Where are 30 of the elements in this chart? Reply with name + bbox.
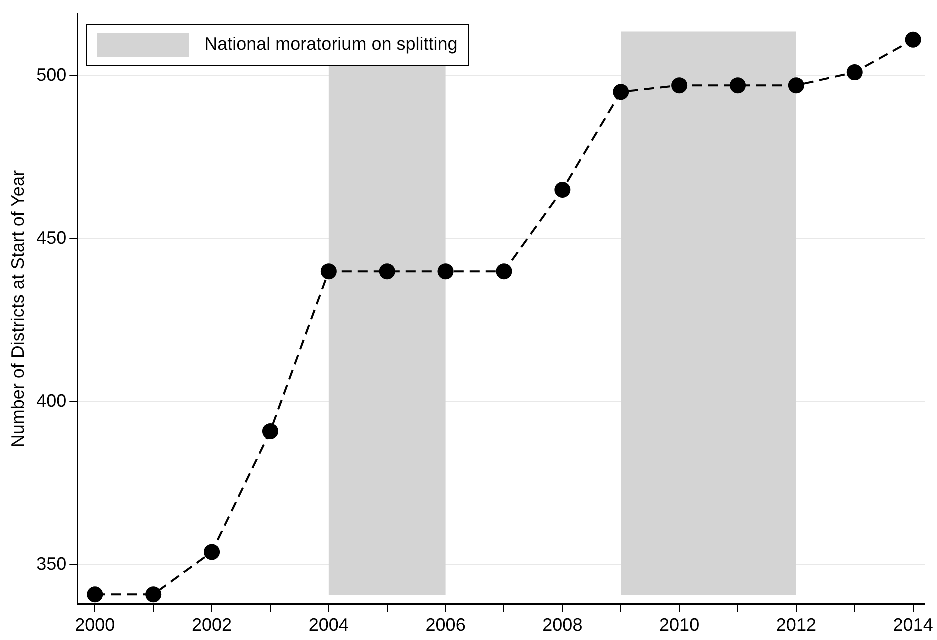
y-tick-label: 450: [36, 228, 67, 248]
point: [613, 84, 630, 100]
point: [730, 78, 746, 94]
x-tick-label: 2004: [308, 615, 349, 636]
x-tick-label: 2002: [192, 615, 232, 636]
x-tick-label: 2014: [893, 615, 934, 636]
point: [438, 264, 454, 280]
y-tick-label: 400: [36, 391, 67, 412]
legend: National moratorium on splitting: [86, 24, 469, 66]
y-tick-label: 500: [36, 64, 67, 85]
x-tick-label: 2010: [660, 615, 700, 636]
point: [905, 32, 922, 48]
point: [320, 264, 337, 280]
point: [204, 544, 220, 560]
band-label: National moratorium on splitting: [204, 34, 458, 56]
x-tick-label: 2000: [75, 615, 116, 636]
point: [672, 78, 688, 94]
x-tick-label: 2008: [542, 615, 583, 636]
point: [146, 586, 162, 603]
x-tick-label: 2012: [776, 615, 816, 636]
point: [554, 182, 571, 198]
point: [496, 264, 512, 280]
point: [788, 78, 804, 94]
point: [379, 264, 396, 280]
y-axis-title: Number of Districts at Start of Year: [8, 170, 28, 448]
y-tick-label: 350: [36, 554, 67, 574]
point: [846, 64, 863, 81]
point: [262, 423, 278, 440]
x-tick-label: 2006: [426, 615, 466, 636]
point: [87, 586, 104, 603]
